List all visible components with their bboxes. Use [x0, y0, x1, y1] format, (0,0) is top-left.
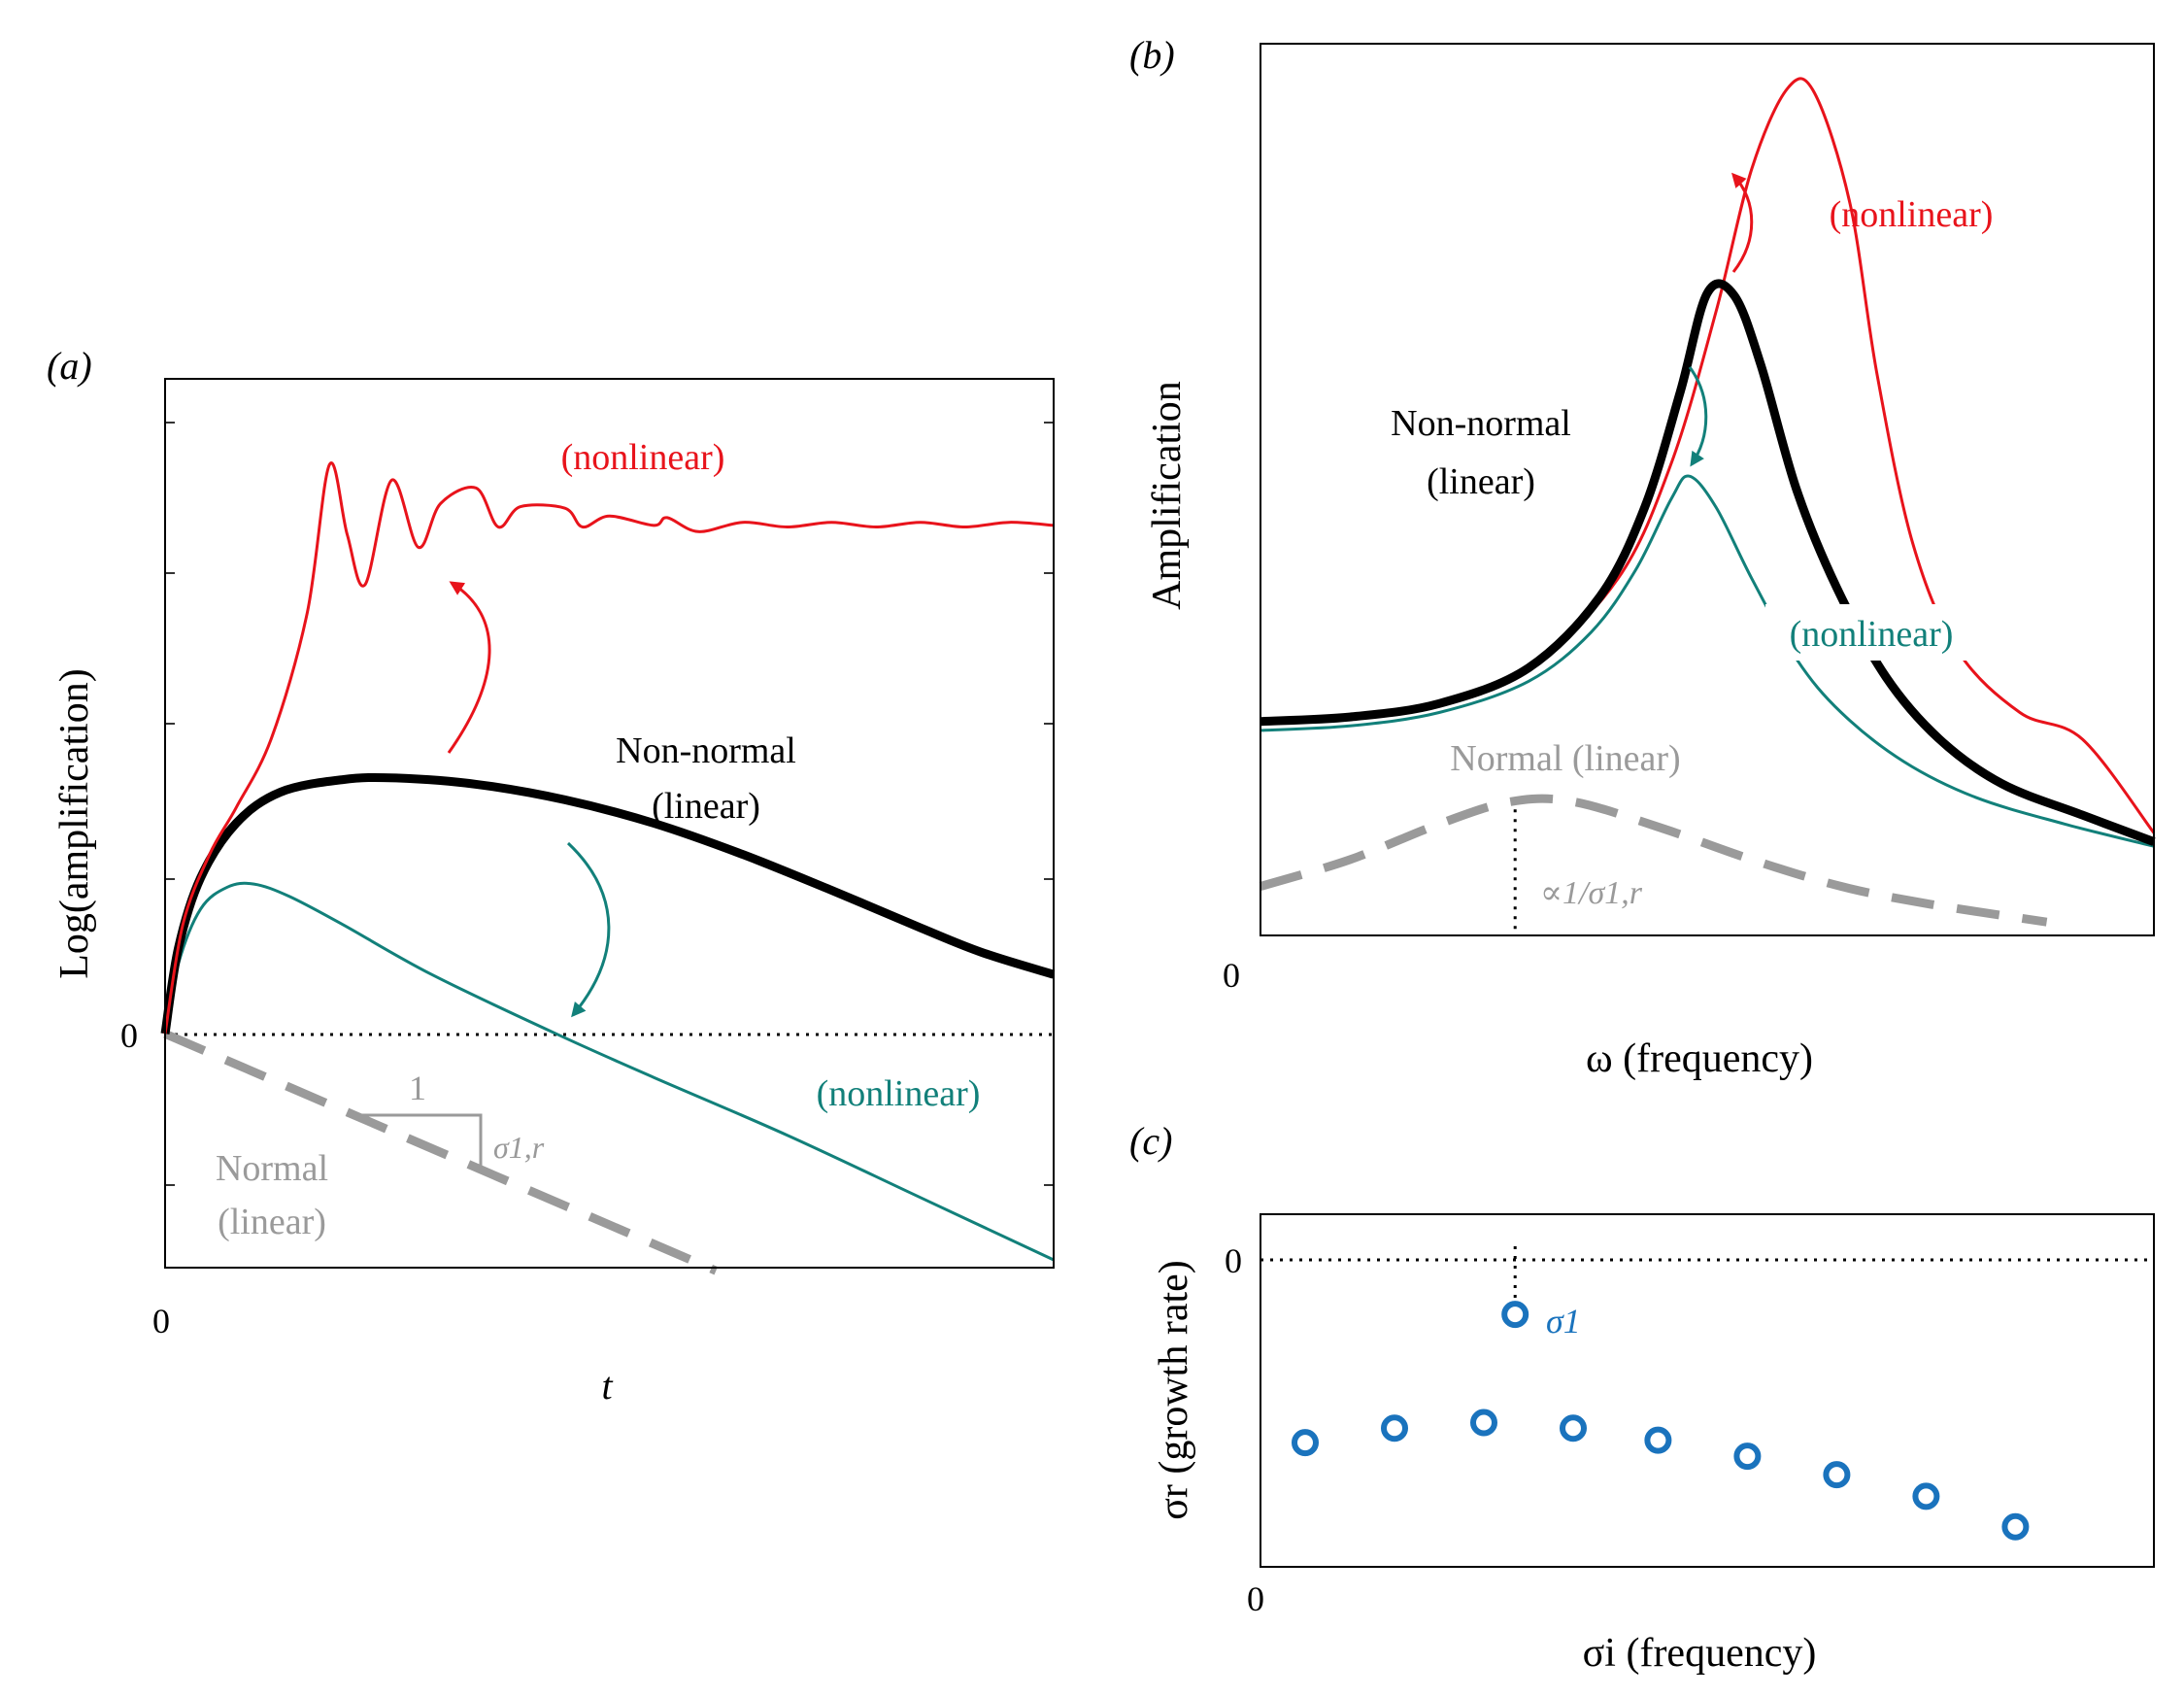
- panel-b-x-axis-label: ω (frequency): [1586, 1036, 1813, 1081]
- b-black-label-line2: (linear): [1427, 461, 1535, 502]
- panel-c-label: (c): [1129, 1119, 1172, 1163]
- slope-triangle: [361, 1113, 483, 1171]
- red-arrow: [447, 581, 491, 754]
- panel-a-y-zero-label: 0: [120, 1016, 138, 1055]
- gray-label-line2: (linear): [218, 1202, 326, 1242]
- slope-run-label: 1: [409, 1069, 426, 1107]
- b-teal-label: (nonlinear): [1790, 614, 1954, 655]
- panel-c: (c) σ1 0 0 σi (frequency) σr (growth rat…: [1129, 1119, 2155, 1676]
- b-red-label: (nonlinear): [1830, 194, 1994, 235]
- eigenvalue-point-2: [1292, 1429, 1319, 1457]
- series-red-nonlinear: [163, 460, 1055, 1035]
- eigenvalue-point-5: [1560, 1414, 1587, 1442]
- eigenvalue-point-9: [1912, 1482, 1940, 1510]
- series-b-black-nonnormal-linear: [1260, 279, 2156, 846]
- panel-b-x-zero-label: 0: [1223, 956, 1240, 995]
- red-label: (nonlinear): [561, 437, 725, 478]
- eigenvalue-point-4: [1470, 1409, 1497, 1437]
- b-teal-arrow: [1688, 366, 1708, 467]
- panel-a-frame: [164, 378, 1055, 1269]
- panel-a-x-zero-label: 0: [152, 1302, 170, 1341]
- panel-a-label: (a): [47, 344, 92, 388]
- eigenvalue-point-6: [1644, 1426, 1672, 1454]
- eigenvalue-points: [1292, 1301, 2030, 1541]
- panel-c-x-axis-label: σi (frequency): [1583, 1631, 1817, 1676]
- slope-rise-label: σ1,r: [493, 1130, 545, 1165]
- eigenvalue-point-3: [1381, 1414, 1408, 1442]
- b-peak-label: ∝1/σ1,r: [1540, 875, 1643, 911]
- series-teal-nonlinear: [163, 881, 1055, 1262]
- b-black-label-line1: Non-normal: [1391, 403, 1571, 444]
- eigenvalue-point-1: [1501, 1301, 1529, 1329]
- panel-c-frame: [1260, 1213, 2155, 1568]
- panel-b-y-axis-label: Amplification: [1145, 381, 1190, 610]
- eigenvalue-point-8: [1823, 1461, 1851, 1489]
- panel-a-x-axis-label: t: [601, 1364, 613, 1408]
- gray-label-line1: Normal: [216, 1148, 328, 1189]
- b-gray-label: Normal (linear): [1450, 738, 1680, 779]
- panel-c-y-zero-label: 0: [1225, 1241, 1242, 1280]
- series-b-gray-normal-linear: [1259, 794, 2048, 927]
- panel-a-y-axis-label: Log(amplification): [52, 668, 97, 979]
- teal-label: (nonlinear): [817, 1073, 981, 1114]
- c-point-label: σ1: [1546, 1302, 1581, 1341]
- panel-b-label: (b): [1129, 33, 1175, 77]
- panel-b-teal-label-mask: [1765, 604, 1977, 661]
- panel-a: (a) 1 σ1,r (nonlinear) Non-normal (linea…: [47, 344, 1056, 1408]
- panel-c-y-axis-label: σr (growth rate): [1152, 1260, 1196, 1520]
- series-gray-normal-linear: [163, 1030, 719, 1275]
- b-red-arrow: [1731, 172, 1754, 273]
- eigenvalue-point-10: [2001, 1512, 2030, 1541]
- teal-arrow: [566, 841, 611, 1018]
- black-label-line1: Non-normal: [616, 730, 796, 771]
- series-b-teal-nonlinear: [1260, 474, 2155, 848]
- black-label-line2: (linear): [652, 786, 760, 827]
- panel-c-x-zero-label: 0: [1247, 1579, 1264, 1618]
- series-black-nonnormal-linear: [160, 772, 1056, 1035]
- panel-b-frame: [1260, 43, 2155, 936]
- eigenvalue-point-7: [1733, 1442, 1762, 1471]
- panel-a-ticks: [165, 422, 1054, 1186]
- panel-b: (b) (nonlinear) Non-normal (linear) (non…: [1129, 33, 2156, 1081]
